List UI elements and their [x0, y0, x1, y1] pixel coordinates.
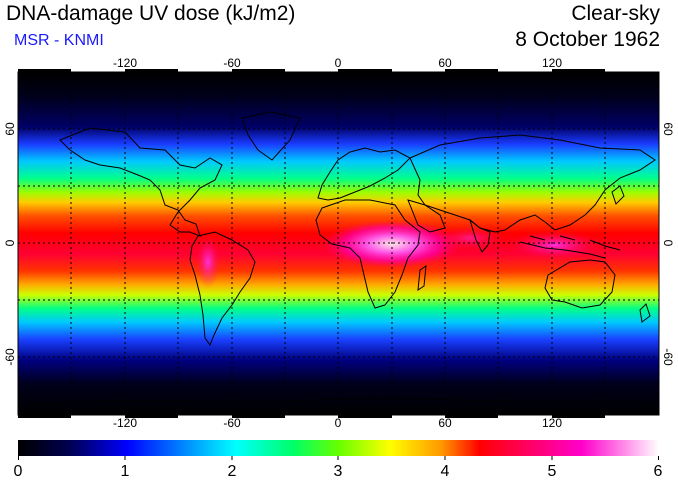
date-label: 8 October 1962	[515, 28, 660, 51]
europe-outline	[317, 147, 411, 201]
lat-tick-right-1: 60	[661, 122, 675, 136]
greenland-outline	[241, 111, 301, 161]
map-title: DNA-damage UV dose (kJ/m2)	[6, 2, 296, 25]
lon-tick-bottom-4: 60	[438, 416, 452, 430]
colorbar-tick-2: 2	[228, 463, 237, 480]
lon-tick-bottom-1: -120	[113, 416, 137, 430]
colorbar-tick-1: 1	[121, 463, 130, 480]
lon-tick-top-4: 60	[438, 56, 452, 70]
north-america-outline	[59, 127, 223, 237]
colorbar-tick-3: 3	[334, 463, 343, 480]
andes-maximum-region	[196, 236, 220, 288]
lat-tick-right-3: -60	[661, 348, 675, 366]
colorbar	[18, 440, 659, 456]
japan-outline	[611, 185, 625, 205]
lat-tick-left-2: 0	[3, 239, 17, 246]
sky-condition-label: Clear-sky	[571, 2, 660, 25]
graticule	[18, 72, 659, 415]
lat-tick-left-1: 60	[3, 122, 17, 136]
colorbar-tick-0: 0	[14, 463, 23, 480]
colorbar-tick-4: 4	[441, 463, 450, 480]
indonesia-outline	[519, 235, 621, 259]
credit-label: MSR - KNMI	[14, 32, 104, 49]
lat-tick-left-3: -60	[3, 348, 17, 366]
new-zealand-outline	[639, 303, 651, 323]
australia-outline	[544, 259, 616, 309]
madagascar-outline	[417, 264, 427, 292]
india-outline	[469, 218, 491, 253]
coastlines	[18, 111, 659, 406]
africa-outline	[315, 199, 421, 309]
uv-field	[18, 72, 659, 415]
south-america-outline	[189, 231, 256, 347]
lon-tick-bottom-3: 0	[335, 416, 342, 430]
frame-tick-bars	[18, 69, 605, 418]
indonesia-maximum-region	[510, 231, 600, 259]
colorbar-tick-5: 5	[548, 463, 557, 480]
lon-tick-top-1: -120	[113, 56, 137, 70]
colorbar-tick-marks	[18, 456, 659, 460]
lon-tick-bottom-5: 120	[542, 416, 562, 430]
asia-outline	[409, 134, 656, 233]
lon-tick-top-5: 120	[542, 56, 562, 70]
lon-tick-top-3: 0	[335, 56, 342, 70]
lon-tick-bottom-2: -60	[223, 416, 241, 430]
colorbar-tick-6: 6	[654, 463, 663, 480]
lon-tick-top-2: -60	[223, 56, 241, 70]
antarctica-outline	[18, 397, 659, 406]
lat-tick-right-2: 0	[661, 240, 675, 247]
